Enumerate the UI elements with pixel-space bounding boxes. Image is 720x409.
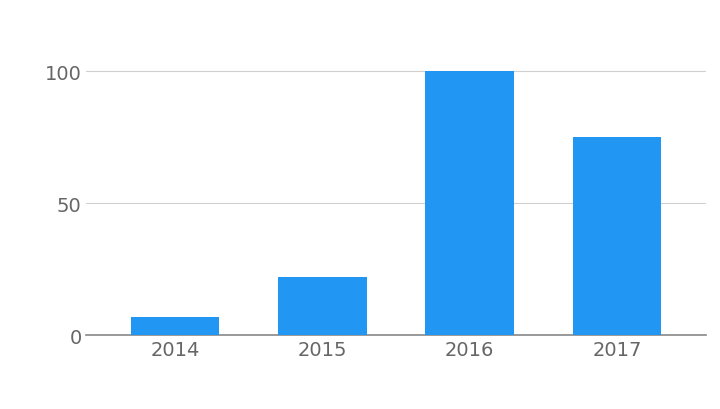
Bar xyxy=(426,72,514,335)
Bar xyxy=(130,317,219,335)
Bar xyxy=(278,277,366,335)
Bar xyxy=(573,138,662,335)
